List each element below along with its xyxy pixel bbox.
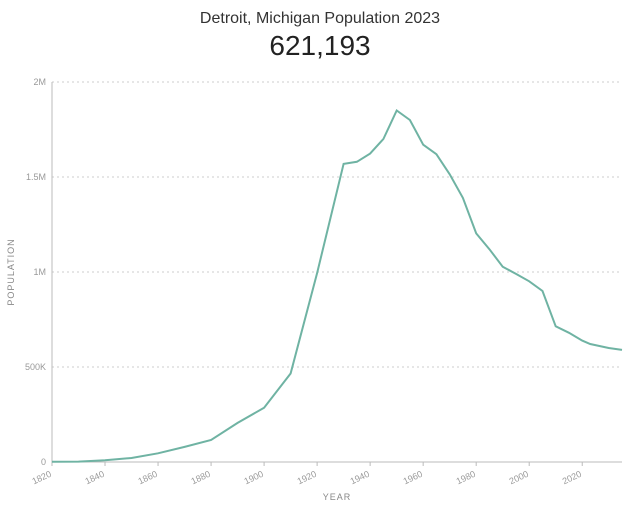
- svg-text:1M: 1M: [33, 267, 46, 277]
- svg-text:1820: 1820: [30, 469, 52, 487]
- svg-text:1900: 1900: [243, 469, 265, 487]
- svg-text:1.5M: 1.5M: [26, 172, 46, 182]
- y-axis-label: POPULATION: [6, 238, 16, 305]
- population-chart: 0 500K 1M 1.5M 2M 1820 1840 1860 1880 1900 1920 194…: [0, 10, 640, 519]
- svg-text:1880: 1880: [190, 469, 212, 487]
- svg-text:1960: 1960: [402, 469, 424, 487]
- svg-text:1860: 1860: [137, 469, 159, 487]
- svg-text:1920: 1920: [296, 469, 318, 487]
- svg-text:2M: 2M: [33, 77, 46, 87]
- series-population: [52, 111, 622, 462]
- svg-text:500K: 500K: [25, 362, 46, 372]
- svg-text:2020: 2020: [561, 469, 583, 487]
- svg-text:1840: 1840: [83, 469, 105, 487]
- svg-text:1980: 1980: [455, 469, 477, 487]
- svg-text:1940: 1940: [349, 469, 371, 487]
- svg-text:2000: 2000: [508, 469, 530, 487]
- x-axis-label: YEAR: [323, 492, 352, 502]
- svg-text:0: 0: [41, 457, 46, 467]
